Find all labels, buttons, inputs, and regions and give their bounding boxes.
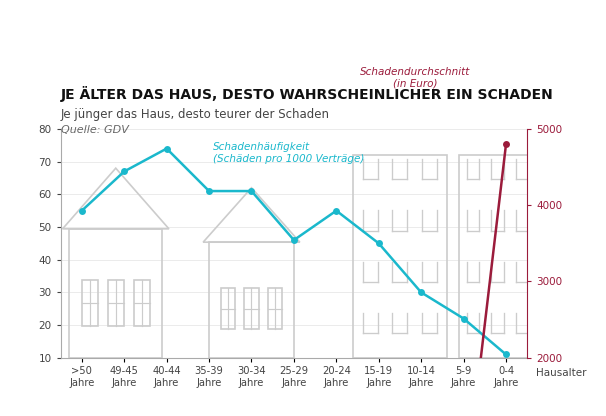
Bar [353, 155, 447, 358]
Text: Hausalter: Hausalter [536, 368, 587, 378]
Bar [268, 288, 282, 329]
Text: Schadenhäufigkeit
(Schäden pro 1000 Verträge): Schadenhäufigkeit (Schäden pro 1000 Vert… [213, 142, 365, 163]
Bar [108, 280, 124, 326]
Text: Schadendurchschnitt
(in Euro): Schadendurchschnitt (in Euro) [360, 67, 470, 88]
Bar [209, 242, 294, 358]
Bar [69, 229, 162, 358]
Text: JE ÄLTER DAS HAUS, DESTO WAHRSCHEINLICHER EIN SCHADEN: JE ÄLTER DAS HAUS, DESTO WAHRSCHEINLICHE… [61, 86, 553, 102]
Bar [82, 280, 98, 326]
Bar [134, 280, 150, 326]
Bar [244, 288, 259, 329]
Text: Je jünger das Haus, desto teurer der Schaden: Je jünger das Haus, desto teurer der Sch… [61, 108, 330, 121]
Bar [459, 155, 536, 358]
Text: Quelle: GDV: Quelle: GDV [61, 125, 128, 135]
Bar [221, 288, 235, 329]
